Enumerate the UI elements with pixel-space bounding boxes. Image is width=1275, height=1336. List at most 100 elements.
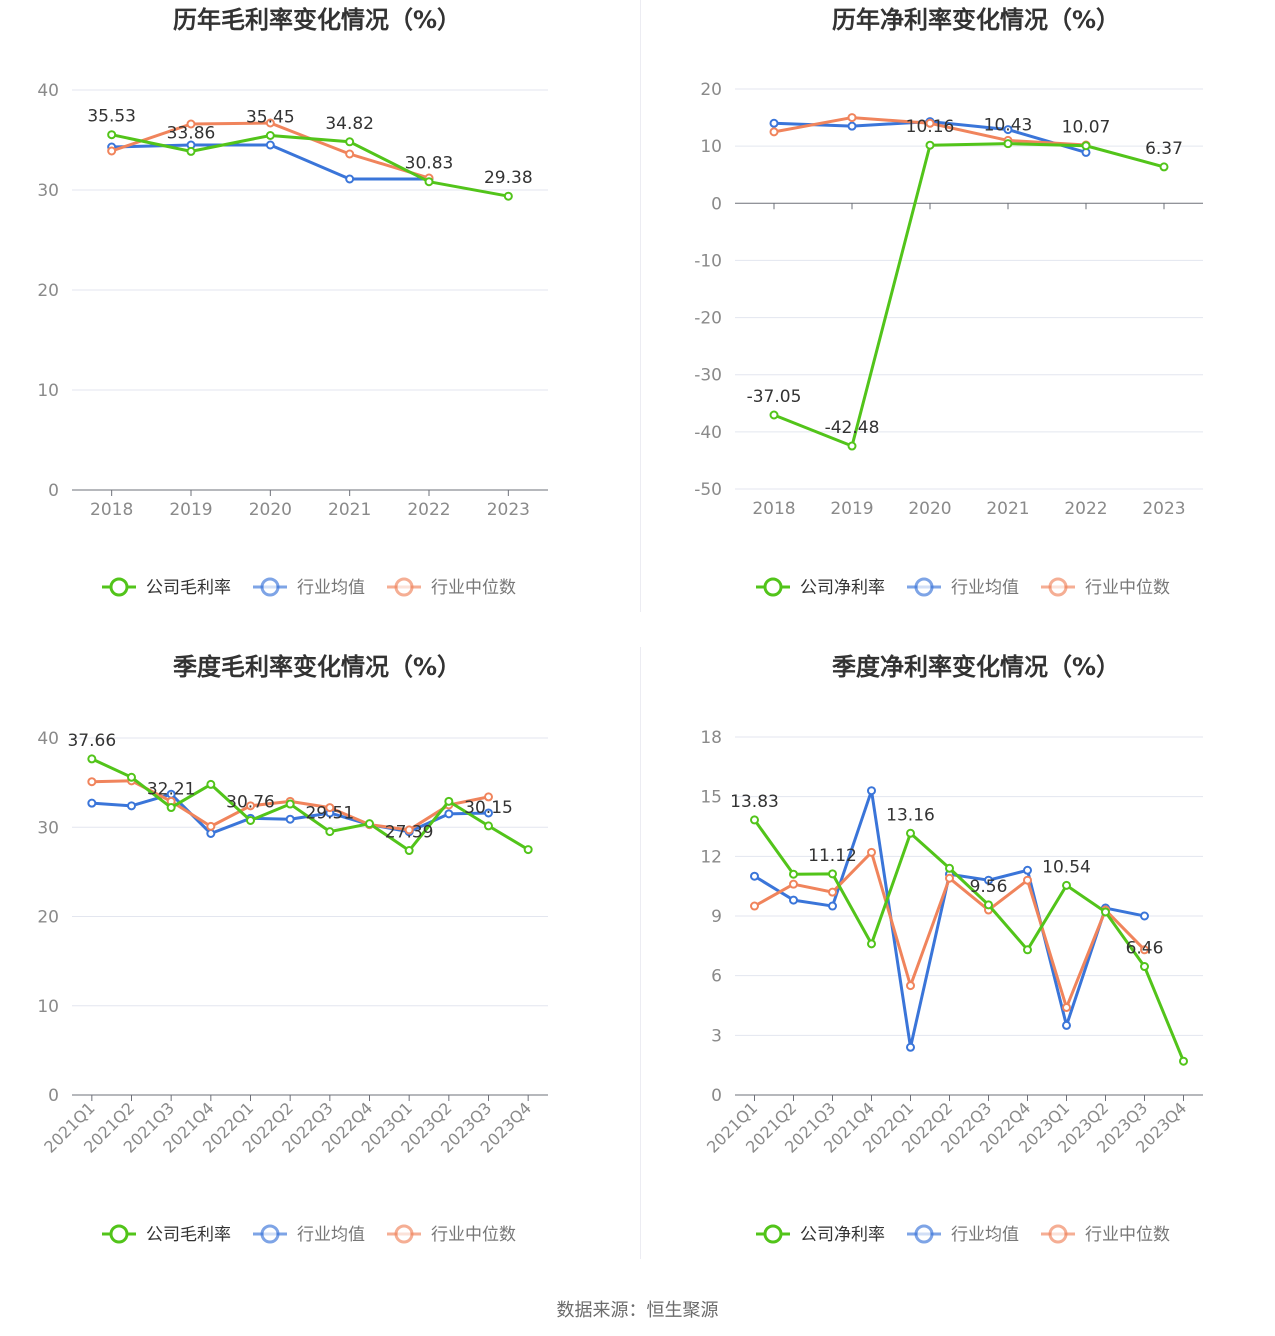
y-tick-label: 6 xyxy=(711,967,722,987)
data-point xyxy=(1179,1056,1188,1066)
legend-label: 公司毛利率 xyxy=(146,1225,231,1245)
data-label: 30.15 xyxy=(464,798,513,818)
data-point xyxy=(1003,125,1013,135)
panel-divider xyxy=(640,647,641,1259)
data-point xyxy=(1062,1020,1071,1030)
legend-marker xyxy=(914,577,934,597)
data-point xyxy=(424,177,434,187)
data-label: 32.21 xyxy=(147,780,196,800)
data-label: 10.54 xyxy=(1042,857,1091,877)
legend-marker xyxy=(394,577,414,597)
data-point xyxy=(404,825,414,835)
data-label: 37.66 xyxy=(67,731,116,751)
legend-label: 行业中位数 xyxy=(1085,578,1170,598)
data-label: 10.16 xyxy=(906,117,955,137)
y-tick-label: 40 xyxy=(37,729,59,749)
x-tick-label: 2022 xyxy=(1064,499,1107,519)
data-label: 13.16 xyxy=(886,805,935,825)
data-point xyxy=(945,863,954,873)
y-tick-label: 0 xyxy=(711,1086,722,1106)
legend-marker xyxy=(1048,577,1068,597)
data-point xyxy=(1023,945,1032,955)
data-point xyxy=(789,869,798,879)
chart-panel-annual-gross-margin: 历年毛利率变化情况（%） 0 10 20 30 40 2018 2019 2020 2021 202… xyxy=(0,0,637,645)
data-point xyxy=(1140,945,1149,955)
data-point xyxy=(828,869,837,879)
legend-label: 行业均值 xyxy=(297,1225,365,1245)
data-point xyxy=(789,895,798,905)
y-tick-label: -50 xyxy=(694,480,722,500)
data-point xyxy=(127,801,136,811)
legend-marker xyxy=(914,1224,934,1244)
data-point xyxy=(1101,907,1110,917)
legend-label: 行业均值 xyxy=(951,578,1019,598)
data-point xyxy=(206,821,216,831)
y-tick-label: 20 xyxy=(37,908,59,928)
data-point xyxy=(484,808,493,818)
data-source-note: 数据来源：恒生聚源 xyxy=(556,1300,719,1321)
data-label: 10.43 xyxy=(984,116,1033,136)
data-point xyxy=(925,118,935,128)
data-point xyxy=(186,146,196,156)
legend-marker xyxy=(109,1224,129,1244)
data-point xyxy=(345,149,355,159)
data-point xyxy=(87,798,97,808)
data-point xyxy=(206,828,216,838)
data-point xyxy=(265,131,275,140)
data-point xyxy=(345,174,355,184)
data-point xyxy=(769,410,779,420)
data-point xyxy=(325,803,335,813)
x-tick-label: 2022 xyxy=(407,500,450,520)
data-point xyxy=(847,113,857,123)
y-tick-label: 10 xyxy=(37,997,59,1017)
legend-marker xyxy=(763,1224,783,1244)
data-point xyxy=(365,819,374,829)
series-line xyxy=(111,133,509,198)
data-point xyxy=(750,815,759,825)
x-tick-label: 2023 xyxy=(1142,499,1185,519)
legend-marker xyxy=(1048,1224,1068,1244)
data-point xyxy=(484,821,493,831)
y-tick-label: -40 xyxy=(694,423,722,443)
data-point xyxy=(127,772,136,782)
chart-svg: 历年毛利率变化情况（%） 0 10 20 30 40 2018 2019 2020 2021 202… xyxy=(37,6,548,598)
panel-divider xyxy=(640,0,641,612)
y-tick-label: 30 xyxy=(37,818,59,838)
data-label: 9.56 xyxy=(970,877,1008,897)
legend-label: 行业均值 xyxy=(951,1225,1019,1245)
data-label: 33.86 xyxy=(167,123,216,143)
data-label: -37.05 xyxy=(747,387,802,407)
data-label: 29.38 xyxy=(484,168,533,188)
chart-svg: 季度净利率变化情况（%）03691215182021Q12021Q22021Q3… xyxy=(700,653,1203,1245)
data-point xyxy=(984,900,993,910)
data-point xyxy=(750,871,759,881)
x-tick-label: 2020 xyxy=(908,499,951,519)
y-tick-label: 18 xyxy=(700,728,722,748)
y-tick-label: 0 xyxy=(711,194,722,214)
legend-label: 行业均值 xyxy=(297,578,365,598)
data-point xyxy=(444,796,454,806)
data-point xyxy=(166,803,176,813)
series-line xyxy=(91,757,529,853)
data-point xyxy=(285,814,295,824)
legend-marker xyxy=(260,1224,280,1244)
data-point xyxy=(828,901,837,911)
data-point xyxy=(325,827,335,837)
x-tick-label: 2018 xyxy=(752,499,795,519)
data-point xyxy=(1140,962,1149,972)
y-tick-label: 30 xyxy=(37,181,59,201)
x-tick-label: 2019 xyxy=(830,499,873,519)
chart-title: 历年毛利率变化情况（%） xyxy=(173,6,461,34)
data-point xyxy=(265,118,275,128)
data-point xyxy=(444,809,454,819)
y-tick-label: 15 xyxy=(700,788,722,808)
data-label: 27.39 xyxy=(385,823,434,843)
x-tick-label: 2021 xyxy=(986,499,1029,519)
data-point xyxy=(404,846,414,856)
legend-label: 公司毛利率 xyxy=(146,578,231,598)
chart-svg: 季度毛利率变化情况（%）0102030402021Q12021Q22021Q32… xyxy=(37,653,548,1245)
chart-title: 季度毛利率变化情况（%） xyxy=(173,653,461,681)
data-point xyxy=(1081,141,1091,151)
x-tick-label: 2018 xyxy=(90,500,133,520)
data-point xyxy=(1003,139,1013,149)
